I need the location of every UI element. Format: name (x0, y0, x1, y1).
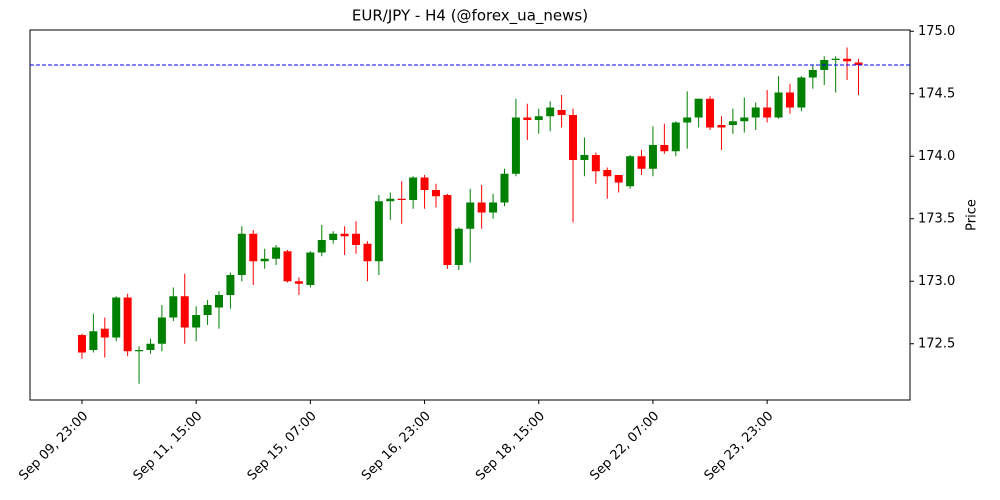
candle-body (660, 145, 669, 152)
candle-body (214, 295, 223, 308)
candle-body (169, 296, 178, 318)
candle-body (294, 281, 303, 284)
candle-body (523, 117, 532, 120)
candle-body (123, 297, 132, 352)
candle-body (683, 117, 692, 123)
candle-body (751, 107, 760, 118)
candle-body (694, 98, 703, 118)
candle-body (831, 58, 840, 60)
x-tick-label: Sep 15, 07:00 (245, 409, 320, 484)
y-tick-label: 175.0 (918, 24, 955, 39)
candle-body (249, 233, 258, 262)
plot-area (29, 29, 911, 401)
x-tick-label: Sep 11, 15:00 (131, 409, 206, 484)
candle-body (717, 125, 726, 128)
candle-body (557, 110, 566, 115)
candle-body (329, 233, 338, 240)
x-tick-label: Sep 18, 15:00 (473, 409, 548, 484)
candle-body (671, 122, 680, 152)
x-tick-label: Sep 16, 23:00 (359, 409, 434, 484)
candle-body (808, 70, 817, 78)
candle-body (431, 190, 440, 197)
candle-body (135, 350, 144, 352)
candle-body (89, 331, 98, 350)
candle-body (352, 233, 361, 245)
candle-body (443, 195, 452, 265)
candle-body (409, 177, 418, 200)
candle-body (180, 296, 189, 328)
candle-body (569, 115, 578, 160)
x-tick-label: Sep 09, 23:00 (16, 409, 91, 484)
candle-body (740, 117, 749, 122)
y-tick-label: 174.5 (918, 86, 955, 101)
y-tick-label: 174.0 (918, 149, 955, 164)
candle-body (614, 175, 623, 183)
candle-body (763, 107, 772, 118)
candle-body (420, 177, 429, 190)
candle-body (374, 201, 383, 262)
candle-body (466, 202, 475, 229)
candle-body (774, 92, 783, 118)
candle-body (454, 228, 463, 265)
candle-body (272, 247, 281, 259)
candle-body (192, 315, 201, 328)
candle-body (100, 328, 109, 338)
candle-body (648, 145, 657, 169)
chart-title: EUR/JPY - H4 (@forex_ua_news) (352, 7, 588, 26)
candle-body (317, 240, 326, 253)
candle-body (77, 335, 86, 353)
x-tick-label: Sep 23, 23:00 (702, 409, 777, 484)
candle-body (283, 251, 292, 282)
y-tick-label: 173.5 (918, 211, 955, 226)
candle-body (626, 156, 635, 187)
candle-body (728, 121, 737, 125)
candle-body (489, 202, 498, 213)
candle-body (112, 297, 121, 338)
candle-body (386, 198, 395, 202)
candle-body (363, 243, 372, 262)
candle-body (146, 343, 155, 350)
candle-body (580, 155, 589, 160)
candle-body (226, 275, 235, 295)
candle-body (157, 317, 166, 344)
candle-body (340, 233, 349, 237)
candle-body (511, 117, 520, 174)
candle-body (397, 198, 406, 200)
candle-body (306, 252, 315, 285)
candle-body (477, 202, 486, 213)
candle-body (843, 58, 852, 62)
candle-body (854, 62, 863, 65)
candle-body (237, 233, 246, 275)
candle-body (534, 116, 543, 120)
candle-body (797, 77, 806, 108)
candle-body (637, 156, 646, 169)
candle-body (603, 170, 612, 177)
candle-body (706, 98, 715, 128)
y-axis-label: Price (965, 199, 980, 231)
y-tick-label: 173.0 (918, 274, 955, 289)
candle-body (500, 173, 509, 203)
candle-body (546, 107, 555, 117)
candle-body (203, 305, 212, 315)
x-tick-label: Sep 22, 07:00 (587, 409, 662, 484)
candle-body (785, 92, 794, 108)
candle-body (260, 258, 269, 262)
y-tick-label: 172.5 (918, 336, 955, 351)
candle-body (591, 155, 600, 172)
